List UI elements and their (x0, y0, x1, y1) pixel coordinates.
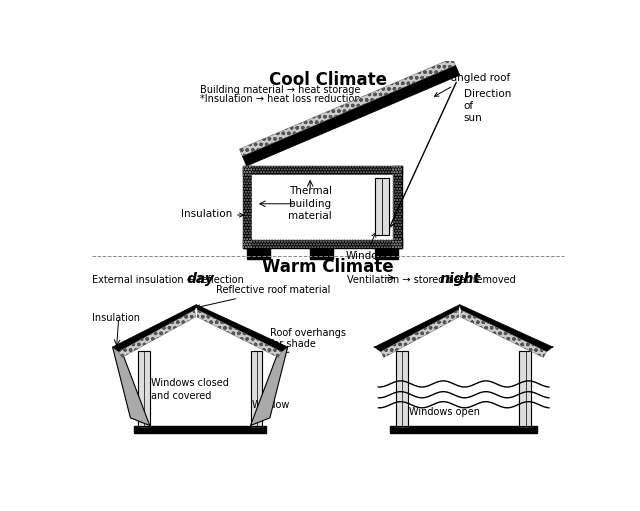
Bar (390, 426, 537, 433)
Bar (243, 239, 402, 248)
Bar (243, 166, 402, 175)
Text: Warm Climate: Warm Climate (262, 259, 394, 276)
Text: day: day (186, 271, 214, 286)
Bar (520, 351, 531, 426)
Text: Building material → heat storage: Building material → heat storage (200, 85, 360, 95)
Text: Ventilation → stored heat removed: Ventilation → stored heat removed (348, 274, 516, 285)
Bar (520, 351, 531, 426)
Bar (392, 166, 402, 248)
Text: External insulation + reflection: External insulation + reflection (92, 274, 243, 285)
Polygon shape (239, 58, 456, 156)
Bar (250, 351, 262, 426)
Bar (134, 426, 266, 433)
Text: Roof overhangs
for shade: Roof overhangs for shade (270, 328, 346, 353)
Text: Windows open: Windows open (409, 407, 480, 417)
Text: Cool Climate: Cool Climate (269, 72, 387, 89)
Bar (374, 248, 397, 259)
Bar (375, 178, 389, 236)
Polygon shape (381, 310, 459, 358)
Text: *Insulation → heat loss reduction: *Insulation → heat loss reduction (200, 94, 361, 104)
Bar (138, 351, 150, 426)
Bar (252, 175, 392, 239)
Text: Reflective roof material: Reflective roof material (196, 286, 330, 309)
Polygon shape (461, 310, 547, 358)
Bar (408, 351, 520, 426)
Text: High-angled roof: High-angled roof (423, 73, 511, 97)
Text: Window: Window (346, 233, 387, 261)
Bar (243, 166, 252, 248)
Polygon shape (243, 65, 460, 166)
Polygon shape (460, 305, 553, 352)
Bar (392, 166, 402, 248)
Bar (150, 351, 250, 426)
Polygon shape (197, 310, 282, 358)
Text: Insulation: Insulation (180, 209, 244, 219)
Text: Thermal
building
material: Thermal building material (288, 187, 332, 221)
Polygon shape (119, 310, 195, 358)
Polygon shape (113, 305, 196, 352)
Bar (246, 248, 270, 259)
Text: Direction
of
sun: Direction of sun (463, 88, 511, 123)
Text: Window: Window (252, 400, 291, 410)
Bar (243, 166, 402, 175)
Text: Insulation: Insulation (92, 313, 140, 323)
Bar (396, 351, 408, 426)
Text: night: night (439, 271, 480, 286)
Polygon shape (196, 305, 288, 352)
Bar (396, 351, 408, 426)
Polygon shape (374, 305, 460, 352)
Bar (250, 351, 262, 426)
Bar (310, 248, 333, 259)
Text: Windows closed
and covered: Windows closed and covered (151, 378, 229, 401)
Bar (375, 178, 389, 236)
Polygon shape (113, 347, 150, 426)
Bar (243, 166, 252, 248)
Bar (243, 239, 402, 248)
Bar (138, 351, 150, 426)
Polygon shape (250, 347, 288, 426)
